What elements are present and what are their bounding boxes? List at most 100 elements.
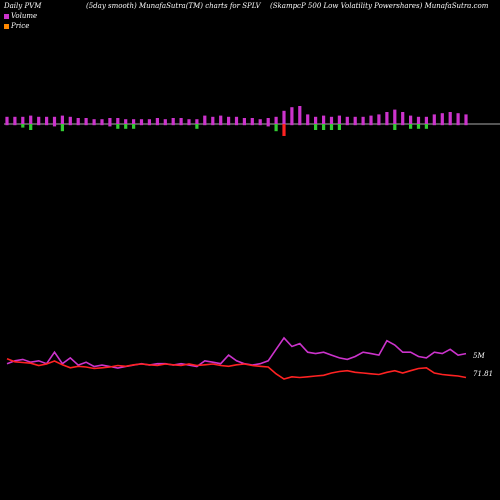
volume-bar-up bbox=[37, 116, 41, 124]
volume-bar-down bbox=[139, 124, 144, 126]
volume-bar-up bbox=[306, 114, 310, 124]
volume-bar-down bbox=[5, 124, 9, 126]
volume-bar-up bbox=[282, 110, 286, 124]
volume-bar-up bbox=[179, 118, 183, 124]
volume-bar-up bbox=[385, 112, 389, 124]
volume-bar-up bbox=[234, 116, 239, 124]
volume-bar-down bbox=[45, 124, 49, 126]
volume-bar-up bbox=[424, 116, 428, 124]
volume-bar-up bbox=[361, 116, 365, 124]
volume-bar-down bbox=[37, 124, 41, 126]
volume-bar-up bbox=[298, 106, 302, 124]
volume-bar-down bbox=[440, 124, 444, 126]
volume-bar-up bbox=[369, 115, 373, 124]
volume-bar-up bbox=[242, 118, 246, 124]
volume-bar-down bbox=[203, 124, 207, 126]
volume-bar-down bbox=[234, 124, 239, 126]
volume-bar-up bbox=[329, 116, 334, 124]
volume-bar-up bbox=[456, 113, 460, 124]
volume-bar-down bbox=[361, 124, 365, 126]
volume-bar-down bbox=[100, 124, 104, 126]
volume-bar-up bbox=[100, 119, 104, 124]
volume-bar-up bbox=[409, 115, 413, 124]
volume-bar-up bbox=[274, 116, 278, 124]
volume-bar-down bbox=[322, 124, 326, 130]
volume-bar-down bbox=[211, 124, 215, 126]
volume-bar-up bbox=[108, 118, 112, 124]
volume-bar-up bbox=[416, 116, 421, 124]
volume-bar-down bbox=[108, 124, 112, 127]
volume-bar-down bbox=[409, 124, 413, 129]
volume-bar-down bbox=[329, 124, 334, 130]
volume-bar-down bbox=[345, 124, 349, 126]
volume-bar-up bbox=[377, 114, 381, 124]
volume-bar-down bbox=[187, 124, 191, 126]
volume-bar-up bbox=[314, 116, 318, 124]
volume-bar-down bbox=[132, 124, 136, 129]
volume-bar-up bbox=[266, 118, 270, 124]
volume-bar-down bbox=[179, 124, 183, 126]
volume-bar-down bbox=[29, 124, 33, 130]
volume-bar-up bbox=[139, 119, 144, 124]
volume-bar-down bbox=[163, 124, 167, 126]
legend-volume: Volume bbox=[4, 12, 37, 20]
volume-bar-up bbox=[163, 119, 167, 124]
price-last-label: 71.81 bbox=[473, 370, 493, 378]
volume-bar-up bbox=[124, 119, 128, 124]
volume-bar-down bbox=[76, 124, 80, 126]
volume-bar-up bbox=[250, 118, 254, 124]
volume-bar-up bbox=[337, 115, 341, 124]
volume-bar-down bbox=[124, 124, 128, 129]
volume-bar-down bbox=[242, 124, 246, 126]
volume-bar-up bbox=[353, 116, 357, 124]
volume-bar-down bbox=[92, 124, 96, 126]
volume-bar-down bbox=[84, 124, 88, 126]
volume-bar-down bbox=[60, 124, 64, 132]
volume-bar-down bbox=[306, 124, 310, 126]
volume-bar-down bbox=[195, 124, 199, 129]
chart-title-mid: (5day smooth) MunafaSutra(TM) charts for… bbox=[86, 2, 261, 10]
volume-bar-up bbox=[155, 118, 159, 124]
volume-bar-up bbox=[393, 109, 397, 124]
volume-bar-down bbox=[456, 124, 460, 126]
volume-bar-up bbox=[29, 115, 33, 124]
volume-bar-down bbox=[52, 124, 57, 127]
volume-bar-up bbox=[258, 119, 262, 124]
chart-title-left: Daily PVM bbox=[4, 2, 42, 10]
volume-bar-down bbox=[290, 124, 294, 126]
volume-bar-down bbox=[266, 124, 270, 127]
volume-bar-up bbox=[5, 116, 9, 124]
volume-bar-up bbox=[187, 119, 191, 124]
volume-bar-up bbox=[211, 116, 215, 124]
volume-bar-down bbox=[274, 124, 278, 132]
volume-bar-up bbox=[45, 116, 49, 124]
legend-volume-swatch bbox=[4, 13, 9, 19]
volume-bar-down bbox=[377, 124, 381, 126]
volume-bar-up bbox=[13, 116, 17, 124]
volume-bar-down bbox=[393, 124, 397, 130]
volume-bar-down bbox=[353, 124, 357, 126]
volume-bar-down bbox=[464, 124, 468, 126]
volume-bar-down bbox=[416, 124, 421, 129]
price-series-line bbox=[6, 358, 467, 380]
volume-bar-down bbox=[282, 124, 286, 136]
pvm-last-label: 5M bbox=[473, 352, 485, 360]
volume-bar-up bbox=[116, 118, 120, 124]
volume-bar-up bbox=[432, 114, 436, 124]
volume-bar-down bbox=[116, 124, 120, 129]
volume-bar-up bbox=[203, 115, 207, 124]
volume-bar-down bbox=[227, 124, 231, 126]
volume-bar-down bbox=[448, 124, 452, 126]
volume-bar-up bbox=[195, 119, 199, 124]
chart-title-right: (SkampcP 500 Low Volatility Powershares)… bbox=[270, 2, 489, 10]
volume-bar-down bbox=[171, 124, 175, 126]
volume-bar-down bbox=[298, 124, 302, 126]
volume-bar-up bbox=[147, 119, 151, 124]
volume-bar-down bbox=[147, 124, 151, 126]
volume-bar-down bbox=[401, 124, 405, 126]
volume-bar-up bbox=[401, 112, 405, 124]
volume-bar-up bbox=[227, 116, 231, 124]
volume-bar-up bbox=[171, 118, 175, 124]
volume-bar-up bbox=[448, 112, 452, 124]
